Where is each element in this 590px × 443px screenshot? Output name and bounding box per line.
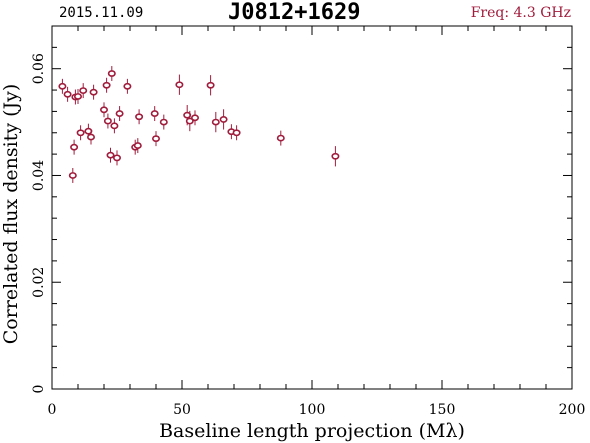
x-tick-label: 200: [559, 402, 586, 418]
data-point: [113, 150, 122, 166]
data-point: [331, 146, 340, 167]
point-marker: [123, 82, 132, 90]
data-point: [89, 84, 98, 100]
x-axis-label: Baseline length projection (Mλ): [159, 420, 465, 442]
data-point: [232, 125, 241, 141]
data-point: [123, 78, 132, 94]
data-point: [76, 125, 85, 141]
y-tick-label: 0.04: [31, 160, 47, 191]
point-marker: [115, 110, 124, 117]
data-point: [133, 138, 142, 154]
point-marker: [89, 88, 98, 96]
data-point: [58, 78, 67, 94]
data-point: [79, 83, 88, 99]
point-marker: [106, 151, 115, 159]
data-point: [185, 110, 194, 132]
point-marker: [276, 134, 285, 142]
point-marker: [152, 135, 161, 143]
y-tick-label: 0.02: [31, 267, 47, 298]
point-marker: [76, 129, 85, 137]
x-tick-label: 100: [299, 402, 326, 418]
data-point: [211, 111, 220, 133]
data-point: [63, 86, 72, 102]
point-marker: [219, 116, 228, 123]
point-marker: [113, 154, 122, 162]
data-point: [135, 109, 144, 125]
data-point: [150, 106, 159, 122]
point-marker: [70, 143, 79, 151]
point-marker: [183, 111, 192, 119]
data-point: [106, 147, 115, 163]
data-point: [102, 77, 111, 93]
data-point: [219, 109, 228, 130]
point-marker: [110, 122, 119, 130]
data-point: [107, 66, 116, 81]
frequency-label: Freq: 4.3 GHz: [470, 5, 571, 21]
y-axis-label: Correlated flux density (Jy): [0, 84, 22, 345]
data-point: [191, 110, 200, 126]
point-marker: [107, 70, 116, 77]
data-point: [74, 88, 83, 104]
point-marker: [58, 82, 67, 90]
point-marker: [63, 90, 72, 98]
tick-labels: 0 50 100 150 200 0 0.02 0.04 0.06: [31, 53, 585, 418]
y-tick-label: 0.06: [31, 53, 47, 84]
point-marker: [159, 118, 168, 126]
point-marker: [100, 106, 109, 114]
data-point: [152, 131, 161, 147]
x-tick-label: 50: [173, 402, 191, 418]
point-marker: [135, 113, 144, 121]
data-point: [70, 139, 79, 155]
observation-date: 2015.11.09: [59, 5, 144, 21]
point-marker: [74, 93, 83, 100]
data-point: [159, 114, 168, 130]
point-marker: [79, 87, 88, 94]
data-point: [110, 118, 119, 134]
point-marker: [331, 152, 340, 160]
data-point: [100, 102, 109, 118]
point-marker: [87, 133, 96, 141]
point-marker: [102, 81, 111, 89]
data-point: [87, 129, 96, 145]
plot-frame: [51, 25, 573, 390]
data-point: [206, 75, 215, 96]
point-marker: [68, 172, 77, 179]
x-tick-label: 150: [429, 402, 456, 418]
data-point: [103, 113, 112, 129]
point-marker: [211, 118, 220, 126]
point-marker: [150, 110, 159, 117]
point-marker: [185, 117, 194, 125]
data-point: [175, 74, 184, 95]
data-point: [276, 130, 285, 146]
point-marker: [103, 117, 112, 125]
data-points: [58, 66, 340, 183]
point-marker: [133, 142, 142, 149]
y-tick-label: 0: [31, 385, 47, 394]
data-point: [68, 167, 77, 183]
point-marker: [84, 127, 93, 135]
data-point: [115, 106, 124, 122]
axis-ticks: [51, 25, 573, 390]
x-tick-label: 0: [48, 402, 57, 418]
point-marker: [206, 81, 215, 89]
point-marker: [191, 114, 200, 122]
chart-title: J0812+1629: [228, 0, 361, 25]
point-marker: [232, 129, 241, 137]
point-marker: [175, 81, 184, 89]
